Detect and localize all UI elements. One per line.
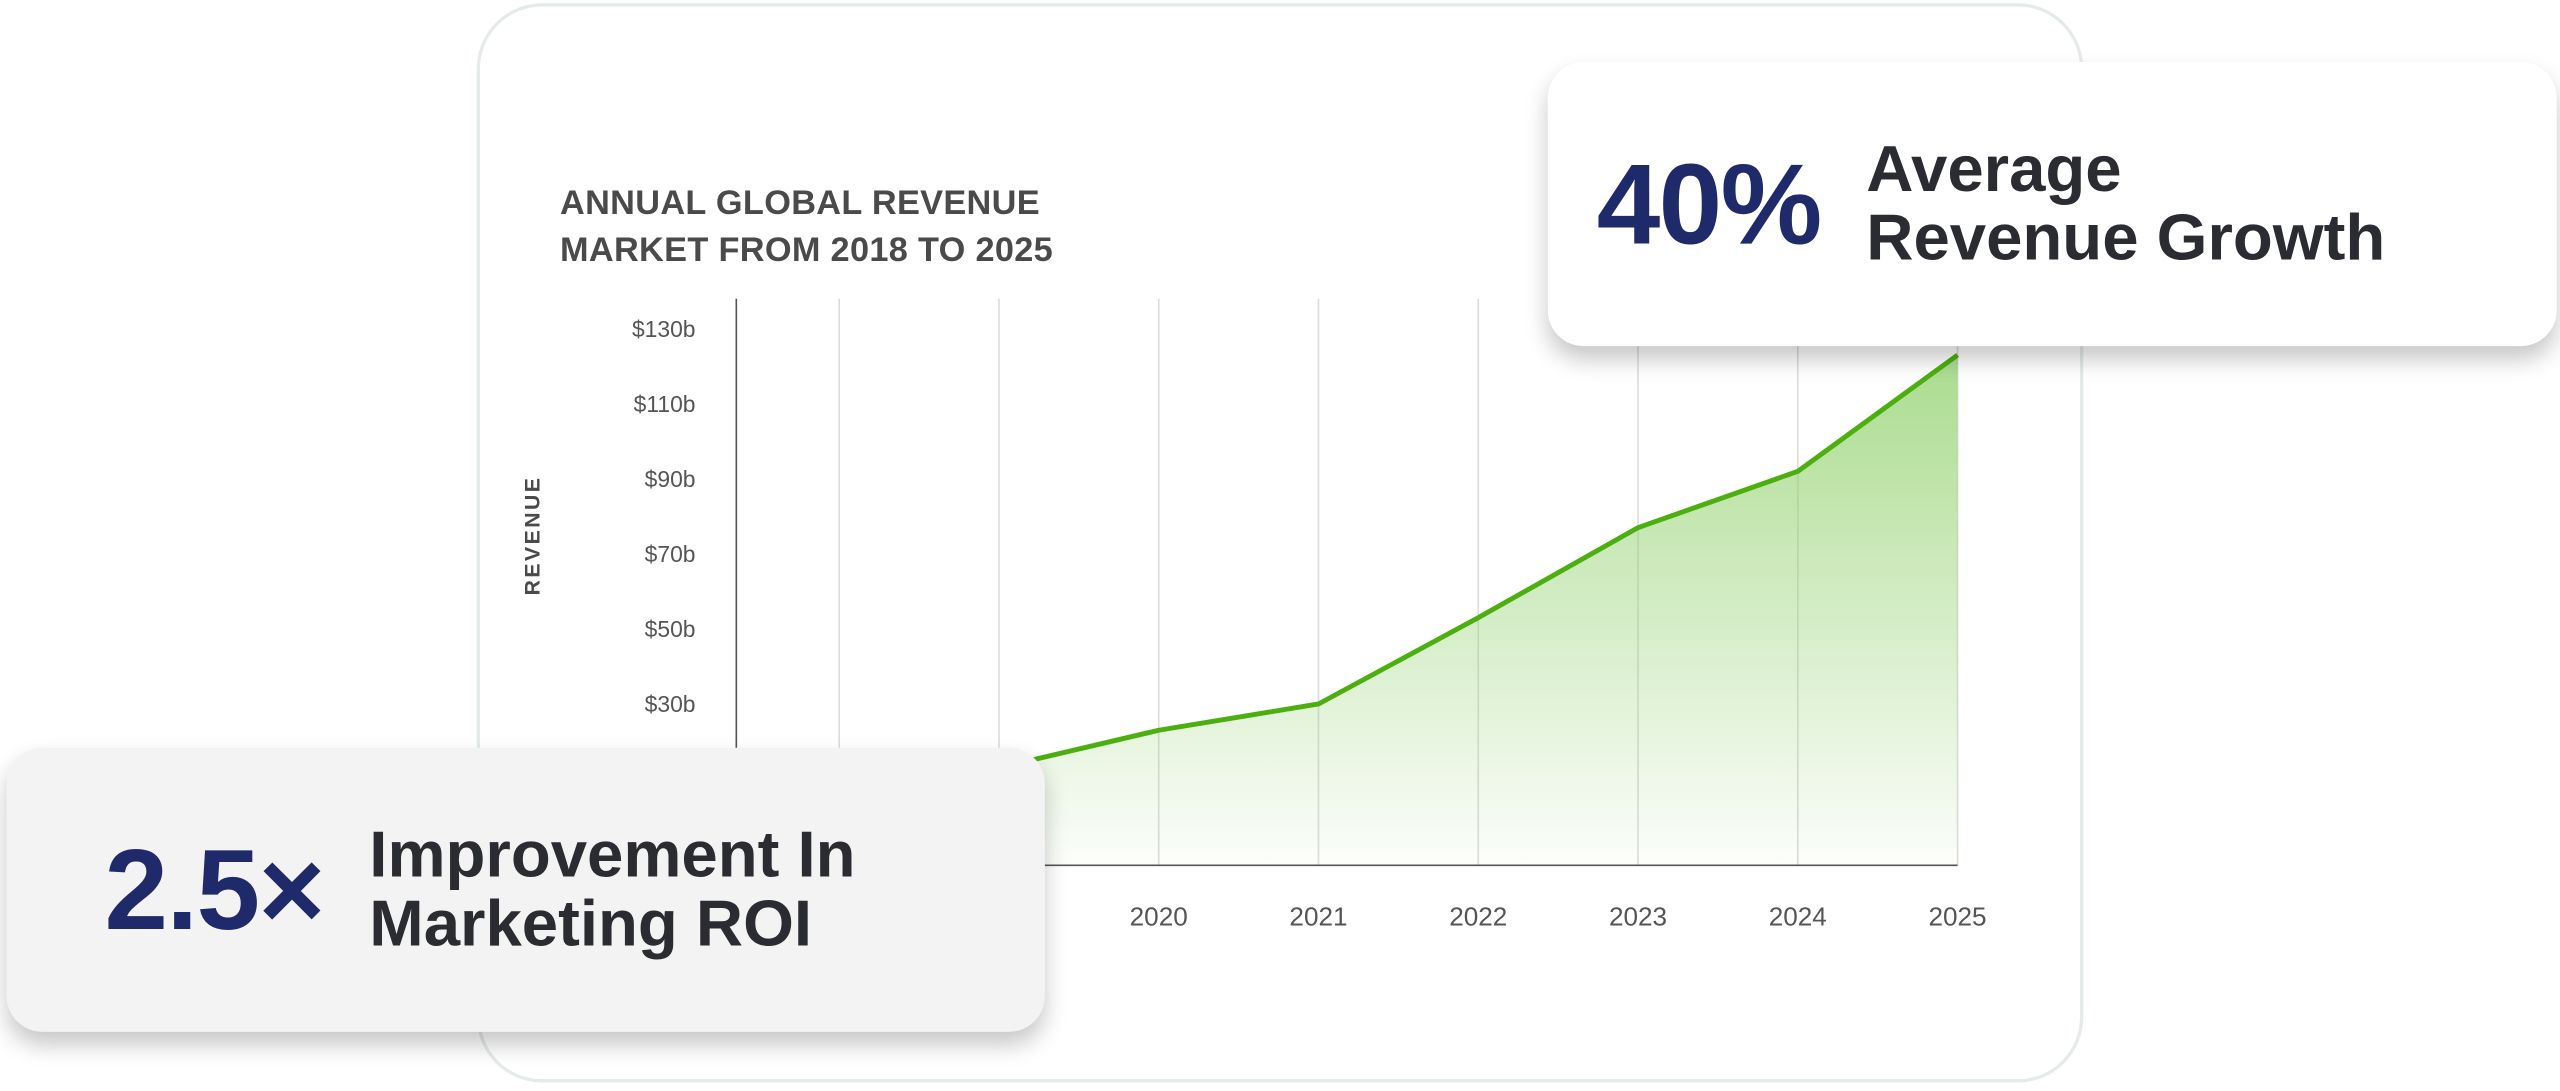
growth-label: Average Revenue Growth	[1866, 136, 2385, 273]
growth-value: 40%	[1597, 139, 1821, 270]
y-tick-label: $90b	[645, 466, 696, 492]
growth-label-line-1: Average	[1866, 136, 2385, 205]
y-tick-label: $30b	[645, 691, 696, 717]
roi-label-line-1: Improvement In	[369, 821, 855, 890]
marketing-roi-card: 2.5× Improvement In Marketing ROI	[7, 748, 1045, 1032]
revenue-growth-card: 40% Average Revenue Growth	[1548, 62, 2557, 346]
x-tick-label-2022: 2022	[1449, 902, 1507, 932]
growth-label-line-2: Revenue Growth	[1866, 204, 2385, 273]
x-tick-label-2021: 2021	[1289, 902, 1347, 932]
y-tick-label: $50b	[645, 616, 696, 642]
y-tick-label: $70b	[645, 541, 696, 567]
roi-label: Improvement In Marketing ROI	[369, 821, 855, 958]
roi-label-line-2: Marketing ROI	[369, 890, 855, 959]
x-tick-label-2023: 2023	[1609, 902, 1667, 932]
y-tick-label: $110b	[634, 391, 696, 417]
x-tick-label-2020: 2020	[1130, 902, 1188, 932]
x-tick-label-2024: 2024	[1769, 902, 1827, 932]
roi-value: 2.5×	[104, 824, 323, 955]
y-tick-label: $130b	[632, 316, 696, 342]
x-tick-label-2025: 2025	[1929, 902, 1987, 932]
